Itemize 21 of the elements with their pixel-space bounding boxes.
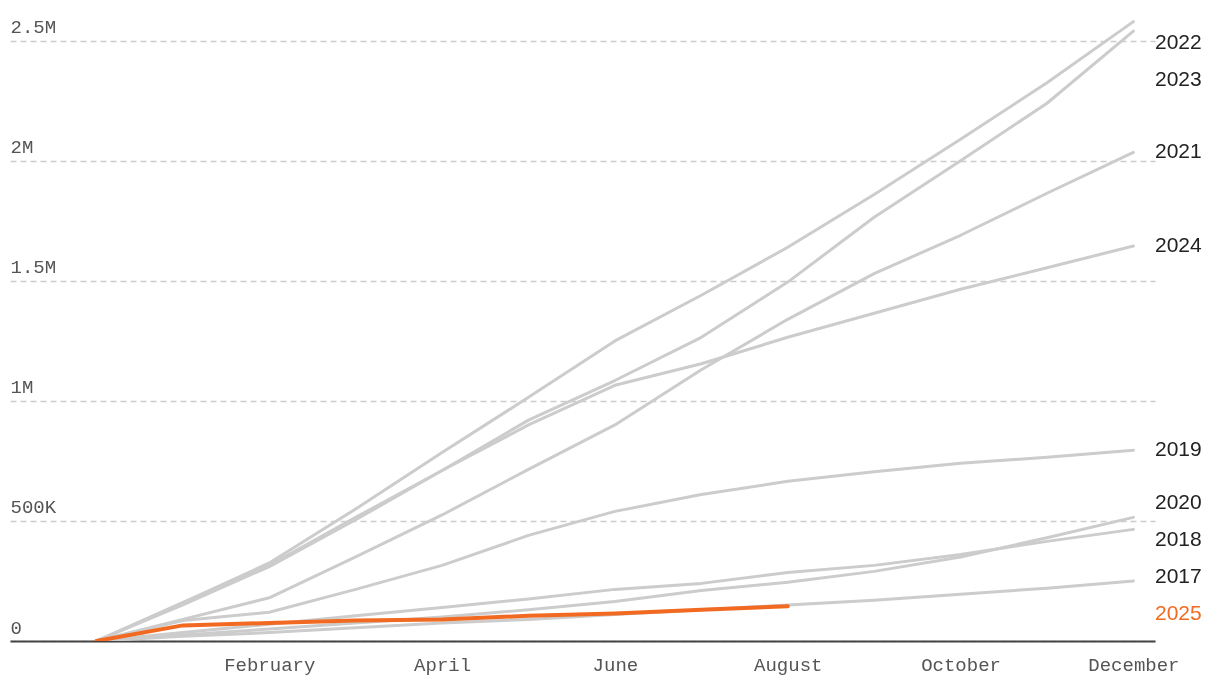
series-label: 2018	[1155, 526, 1202, 550]
x-tick-label: December	[1088, 654, 1180, 677]
series-label: 2024	[1155, 233, 1203, 257]
x-tick-label: October	[921, 654, 1001, 677]
series-label: 2019	[1155, 437, 1202, 461]
text: 2025	[1155, 600, 1202, 624]
series-label: 2023	[1155, 66, 1202, 90]
y-tick-label: 1M	[10, 377, 34, 400]
series-label: 2020	[1155, 489, 1202, 513]
x-tick-label: June	[592, 654, 639, 677]
x-tick-label: April	[414, 654, 472, 677]
series-label: 2022	[1155, 29, 1202, 53]
y-tick-label: 1.5M	[10, 257, 57, 280]
x-tick-label: August	[754, 654, 823, 677]
y-tick-label: 500K	[10, 497, 57, 520]
y-tick-label: 0	[10, 617, 22, 640]
series-label: 2021	[1155, 139, 1202, 163]
x-tick-label: February	[224, 654, 316, 677]
y-tick-label: 2M	[10, 137, 34, 160]
series-label: 2017	[1155, 563, 1202, 587]
y-tick-label: 2.5M	[10, 17, 57, 40]
